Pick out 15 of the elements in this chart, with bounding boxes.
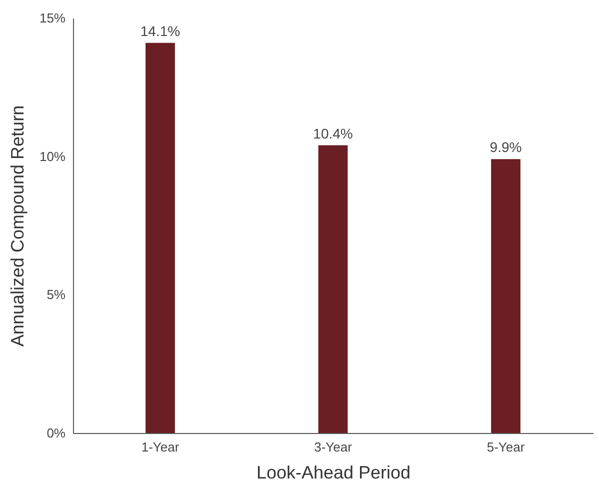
x-axis-title: Look-Ahead Period [256,462,411,482]
x-tick-label: 1-Year [141,440,180,454]
bar [146,42,175,433]
y-axis-title: Annualized Compound Return [7,105,28,347]
data-label: 14.1% [140,22,180,39]
data-label: 9.9% [490,139,522,156]
y-tick-label: 15% [39,10,66,26]
y-tick-label: 0% [46,426,66,440]
y-tick-label: 5% [46,287,66,302]
x-tick-label: 5-Year [486,440,526,454]
data-label: 10.4% [313,125,353,142]
bar [318,145,348,433]
bar [491,159,520,433]
x-tick-label: 3-Year [314,440,353,454]
y-tick-label: 10% [39,148,66,164]
